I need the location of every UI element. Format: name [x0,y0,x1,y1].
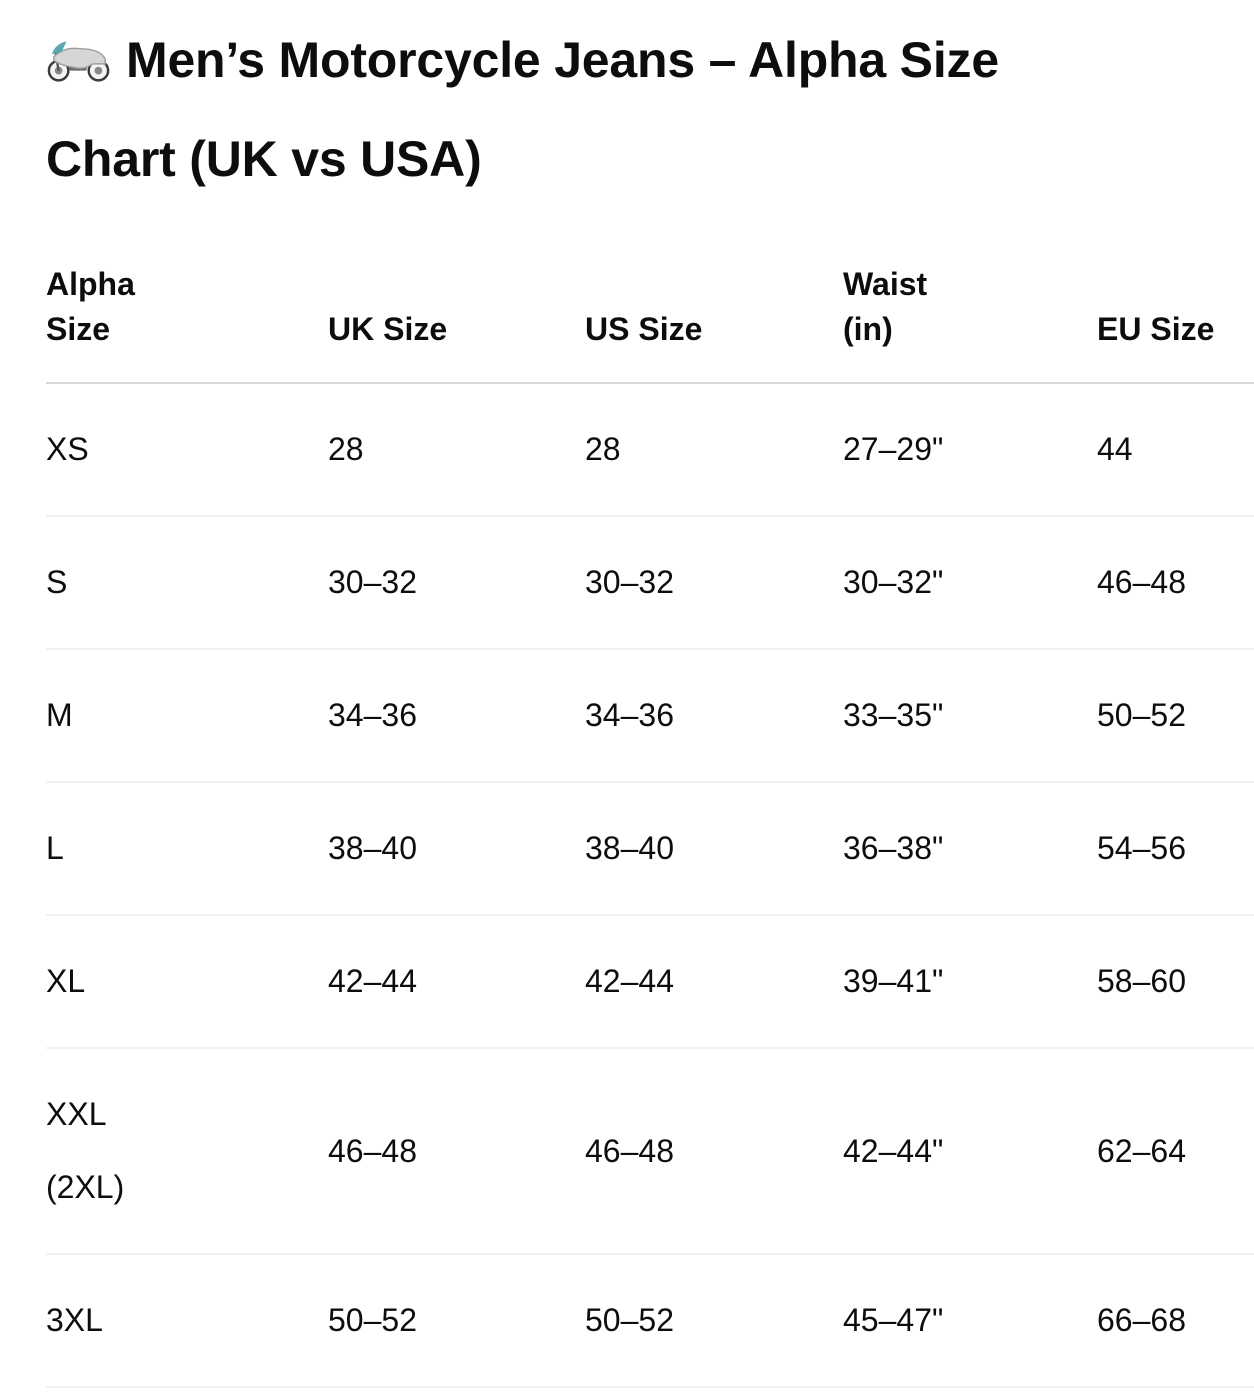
cell-waist: 42–44" [843,1048,1097,1255]
table-row-xxl: XXL (2XL) 46–48 46–48 42–44" 62–64 [46,1048,1254,1255]
column-header-alpha-size: Alpha Size [46,262,328,384]
cell-uk: 38–40 [328,782,585,916]
header-row: Alpha Size UK Size US Size Waist (in) EU… [46,262,1254,384]
cell-uk: 30–32 [328,516,585,650]
column-header-eu-size: EU Size [1097,262,1254,384]
cell-waist: 33–35" [843,649,1097,783]
size-chart-table: Alpha Size UK Size US Size Waist (in) EU… [46,262,1254,1388]
cell-us: 46–48 [585,1048,843,1255]
page-title-text: Men’s Motorcycle Jeans – Alpha Size Char… [46,32,999,187]
cell-us: 30–32 [585,516,843,650]
cell-waist: 30–32" [843,516,1097,650]
column-header-us-size: US Size [585,262,843,384]
cell-alpha: M [46,649,328,783]
cell-alpha: XS [46,383,328,517]
column-header-uk-size: UK Size [328,262,585,384]
table-row-m: M 34–36 34–36 33–35" 50–52 [46,649,1254,783]
cell-us: 42–44 [585,915,843,1049]
cell-uk: 42–44 [328,915,585,1049]
cell-uk: 46–48 [328,1048,585,1255]
cell-us: 38–40 [585,782,843,916]
cell-eu: 62–64 [1097,1048,1254,1255]
table-row-xs: XS 28 28 27–29" 44 [46,383,1254,517]
cell-eu: 54–56 [1097,782,1254,916]
cell-alpha: 3XL [46,1254,328,1388]
cell-waist: 39–41" [843,915,1097,1049]
motorcycle-icon [46,20,112,113]
table-row-s: S 30–32 30–32 30–32" 46–48 [46,516,1254,650]
cell-eu: 58–60 [1097,915,1254,1049]
cell-waist: 45–47" [843,1254,1097,1388]
table-row-3xl: 3XL 50–52 50–52 45–47" 66–68 [46,1254,1254,1388]
cell-waist: 36–38" [843,782,1097,916]
cell-us: 50–52 [585,1254,843,1388]
cell-us: 34–36 [585,649,843,783]
cell-alpha: L [46,782,328,916]
table-row-l: L 38–40 38–40 36–38" 54–56 [46,782,1254,916]
cell-uk: 34–36 [328,649,585,783]
column-header-waist: Waist (in) [843,262,1097,384]
cell-waist: 27–29" [843,383,1097,517]
page-title: Men’s Motorcycle Jeans – Alpha Size Char… [46,14,1106,206]
cell-us: 28 [585,383,843,517]
table-row-xl: XL 42–44 42–44 39–41" 58–60 [46,915,1254,1049]
cell-eu: 44 [1097,383,1254,517]
cell-eu: 66–68 [1097,1254,1254,1388]
cell-uk: 28 [328,383,585,517]
table-body: XS 28 28 27–29" 44 S 30–32 30–32 30–32" … [46,383,1254,1388]
cell-alpha: S [46,516,328,650]
table-header: Alpha Size UK Size US Size Waist (in) EU… [46,262,1254,384]
cell-eu: 50–52 [1097,649,1254,783]
cell-alpha: XXL (2XL) [46,1048,328,1255]
cell-alpha: XL [46,915,328,1049]
cell-uk: 50–52 [328,1254,585,1388]
cell-eu: 46–48 [1097,516,1254,650]
